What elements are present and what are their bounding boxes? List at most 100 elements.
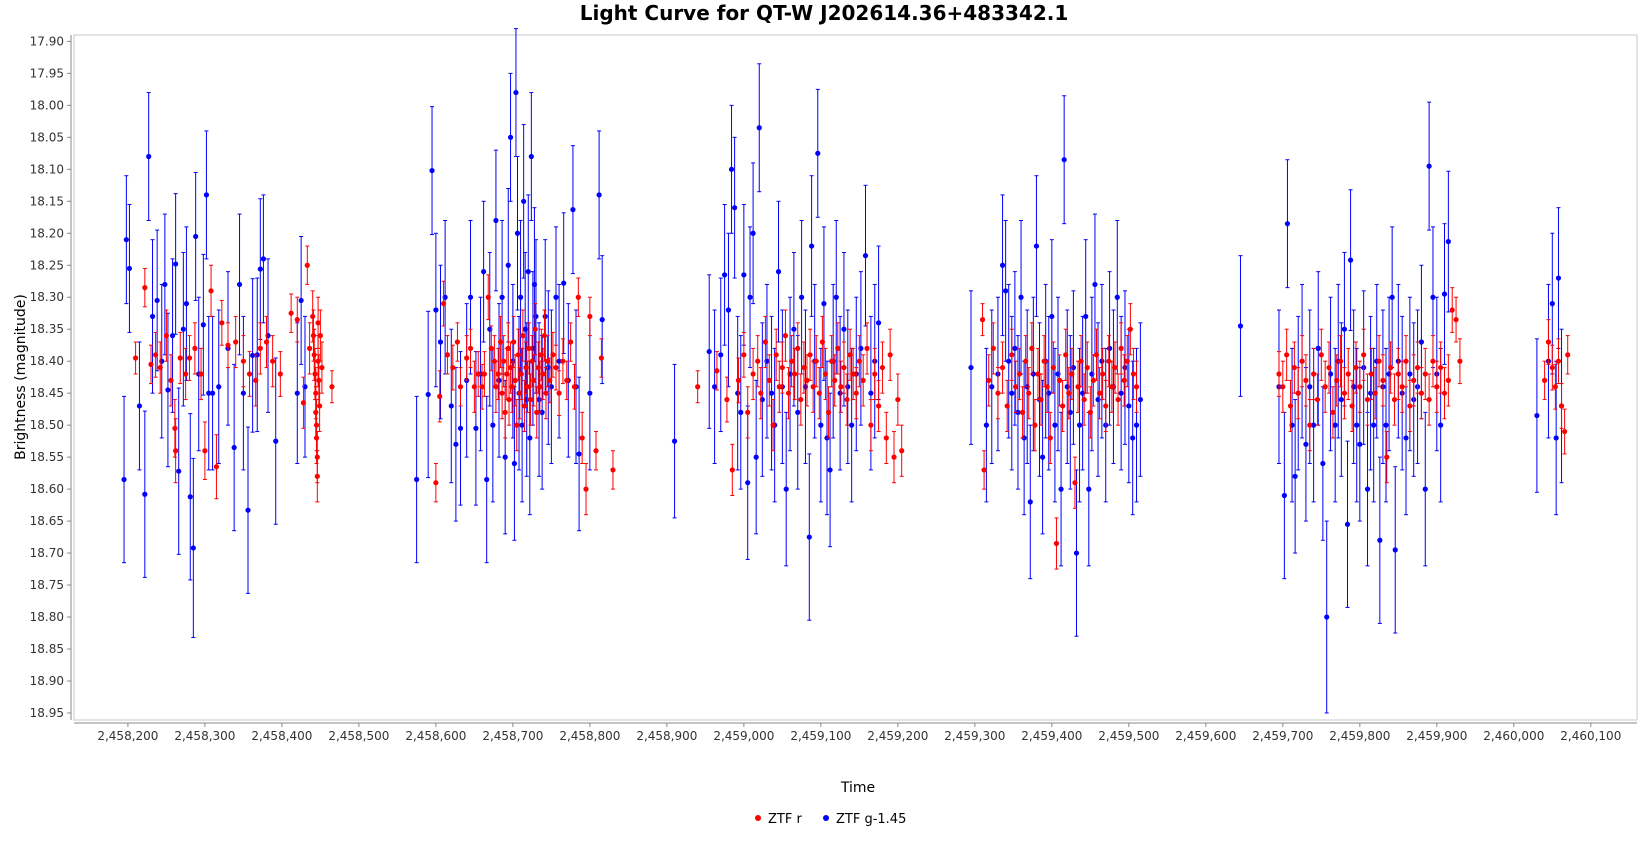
data-point xyxy=(448,403,454,409)
data-point xyxy=(807,352,813,358)
data-point xyxy=(728,166,735,172)
data-point xyxy=(1106,345,1113,351)
data-point xyxy=(142,491,148,497)
data-point xyxy=(208,288,214,294)
data-point xyxy=(1441,390,1448,396)
data-point xyxy=(437,339,444,345)
data-point xyxy=(729,467,735,473)
data-point xyxy=(804,377,810,383)
series-layer xyxy=(121,28,1571,714)
data-point xyxy=(484,476,490,483)
data-point xyxy=(497,339,504,345)
series-ztf-r xyxy=(132,245,1571,570)
data-point xyxy=(1371,422,1377,428)
data-point xyxy=(1565,352,1571,358)
data-point xyxy=(1376,358,1382,364)
data-point xyxy=(488,345,494,351)
data-point xyxy=(1322,384,1328,390)
data-point xyxy=(576,451,582,457)
x-tick-label: 2,459,600 xyxy=(1175,729,1236,743)
data-point xyxy=(1281,492,1287,499)
data-point xyxy=(756,125,762,131)
data-point xyxy=(198,371,204,377)
data-point xyxy=(753,454,759,460)
data-point xyxy=(1449,307,1455,313)
data-point xyxy=(806,534,812,540)
data-point xyxy=(1392,547,1398,553)
data-point xyxy=(1096,390,1103,396)
data-point xyxy=(1407,371,1413,377)
data-point xyxy=(810,384,816,390)
data-point xyxy=(1299,358,1305,364)
data-point xyxy=(773,352,779,358)
data-point xyxy=(502,409,508,415)
data-point xyxy=(856,358,862,364)
data-point xyxy=(1344,521,1351,527)
data-point xyxy=(598,355,605,361)
data-point xyxy=(1103,403,1109,409)
data-point xyxy=(1349,403,1355,409)
data-point xyxy=(203,192,210,198)
x-tick-label: 2,460,000 xyxy=(1483,729,1544,743)
data-point xyxy=(1009,352,1015,358)
data-point xyxy=(517,294,524,300)
data-point xyxy=(257,266,263,272)
data-point xyxy=(319,364,325,371)
x-tick-label: 2,458,400 xyxy=(251,729,312,743)
data-point xyxy=(154,297,160,304)
data-point xyxy=(1126,403,1132,409)
data-point xyxy=(1023,358,1029,364)
data-point xyxy=(1004,403,1010,409)
data-point xyxy=(313,435,320,441)
data-point xyxy=(1341,390,1348,396)
data-point xyxy=(1311,371,1317,377)
data-point xyxy=(799,294,805,300)
data-point xyxy=(518,371,524,377)
legend-marker xyxy=(755,815,761,821)
data-point xyxy=(440,301,447,307)
data-point xyxy=(183,301,190,307)
data-point xyxy=(1069,371,1075,377)
chart-title: Light Curve for QT-W J202614.36+483342.1 xyxy=(580,1,1069,25)
y-tick-label: 18.65 xyxy=(30,514,64,528)
data-point xyxy=(250,352,256,359)
data-point xyxy=(1434,384,1440,390)
y-tick-label: 18.60 xyxy=(30,482,64,496)
data-point xyxy=(190,545,196,551)
data-point xyxy=(1053,540,1060,547)
data-point xyxy=(1391,396,1398,403)
data-point xyxy=(845,384,851,390)
data-point xyxy=(847,352,853,358)
data-point xyxy=(1013,384,1019,390)
data-point xyxy=(841,326,847,332)
data-point xyxy=(544,358,551,364)
data-point xyxy=(493,217,499,224)
x-tick-label: 2,458,600 xyxy=(405,729,466,743)
data-point xyxy=(236,281,243,288)
data-point xyxy=(193,233,199,240)
x-tick-label: 2,458,500 xyxy=(328,729,389,743)
data-point xyxy=(521,403,528,409)
data-point xyxy=(747,294,753,300)
data-point xyxy=(1320,460,1326,467)
data-point xyxy=(1124,358,1130,364)
data-point xyxy=(813,358,819,364)
data-point xyxy=(310,313,316,320)
data-point xyxy=(809,243,815,249)
data-point xyxy=(467,345,474,351)
data-point xyxy=(520,333,526,339)
data-point xyxy=(1041,358,1047,364)
data-point xyxy=(768,390,775,396)
data-point xyxy=(735,377,742,383)
data-point xyxy=(1133,384,1140,390)
data-point xyxy=(779,364,785,371)
data-point xyxy=(1441,291,1448,297)
x-tick-label: 2,459,500 xyxy=(1098,729,1159,743)
data-point xyxy=(583,486,589,492)
data-point xyxy=(177,355,183,361)
data-point xyxy=(1377,537,1383,543)
data-point xyxy=(968,364,974,371)
legend-label: ZTF g-1.45 xyxy=(836,812,906,827)
data-point xyxy=(444,352,451,358)
y-tick-label: 18.95 xyxy=(30,706,64,720)
